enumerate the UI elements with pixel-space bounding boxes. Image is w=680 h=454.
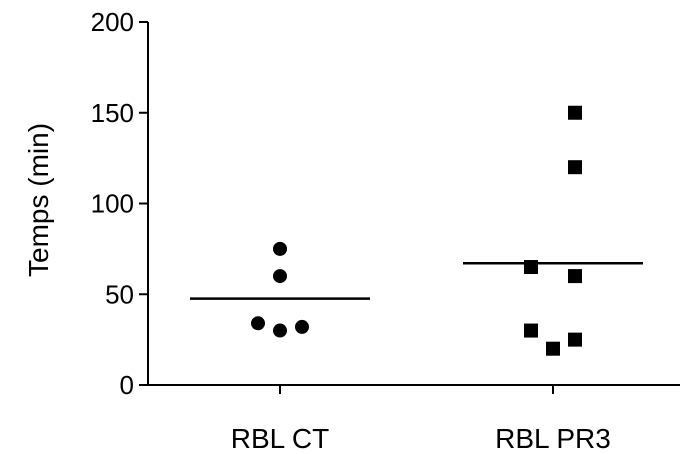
mean-lines [190, 261, 643, 300]
data-point-square [524, 323, 538, 338]
data-point-square [568, 160, 582, 175]
data-point-square [546, 341, 560, 356]
y-ticks: 0 50 100 150 200 [91, 7, 148, 400]
y-tick-label: 50 [105, 279, 134, 309]
y-axis-title: Temps (min) [23, 123, 54, 277]
data-point-circle [273, 269, 287, 284]
data-point-square [568, 332, 582, 347]
x-tick-label: RBL PR3 [495, 423, 611, 454]
data-point-circle [295, 319, 309, 334]
x-tick-label: RBL CT [231, 423, 330, 454]
y-tick-label: 150 [91, 98, 134, 128]
axes [147, 22, 680, 386]
data-point-square [568, 269, 582, 284]
y-tick-label: 0 [120, 370, 134, 400]
y-tick-label: 100 [91, 189, 134, 219]
category-labels: RBL CT RBL PR3 [231, 385, 611, 454]
data-point-circle [273, 241, 287, 256]
data-points [251, 105, 582, 356]
y-tick-label: 200 [91, 7, 134, 37]
data-point-square [524, 260, 538, 275]
data-point-circle [273, 323, 287, 338]
data-point-circle [251, 316, 265, 331]
data-point-square [568, 105, 582, 120]
